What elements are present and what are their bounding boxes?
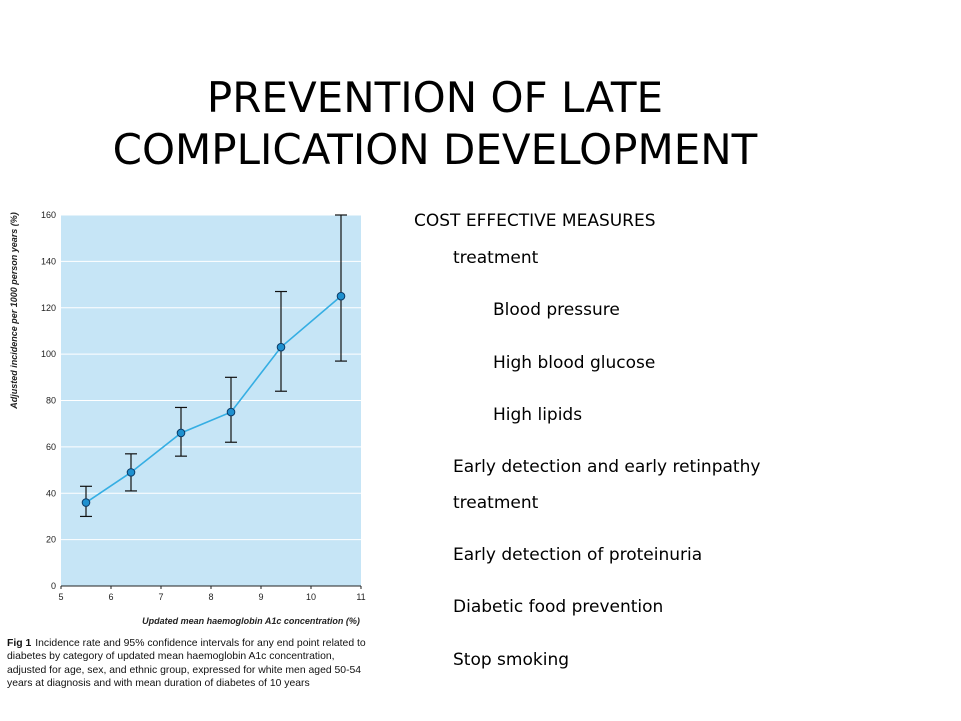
incidence-chart: 0 20 40 60 80 100 120 140 160 5 6 7 8 9 10 11 Updated me… <box>9 210 366 626</box>
data-point <box>336 291 346 301</box>
data-point <box>176 428 186 438</box>
y-tick-label: 120 <box>41 303 56 313</box>
x-tick-label: 10 <box>306 592 316 602</box>
bullet-blood-pressure: Blood pressure <box>493 300 620 320</box>
bullet-lipids: High lipids <box>493 405 583 425</box>
data-point <box>81 498 91 507</box>
y-tick-label: 100 <box>41 349 56 359</box>
x-tick-label: 5 <box>58 592 63 602</box>
y-tick-label: 60 <box>46 442 56 452</box>
bullet-food: Diabetic food prevention <box>453 597 664 617</box>
y-tick-label: 160 <box>41 210 56 220</box>
y-tick-label: 20 <box>46 535 56 545</box>
y-tick-label: 80 <box>46 396 56 406</box>
x-tick-label: 6 <box>108 592 113 602</box>
incidence-figure: 0 20 40 60 80 100 120 140 160 5 6 7 8 9 10 11 Updated me… <box>0 200 372 721</box>
y-tick-label: 0 <box>51 581 56 591</box>
y-axis-label: Adjusted incidence per 1000 person years… <box>9 212 19 410</box>
x-tick-label: 7 <box>158 592 163 602</box>
x-tick-label: 9 <box>258 592 263 602</box>
measures-heading: COST EFFECTIVE MEASURES <box>414 211 656 231</box>
figure-label: Fig 1 <box>7 638 32 649</box>
data-point <box>276 342 286 352</box>
x-tick-label: 8 <box>208 592 213 602</box>
figure-caption: Fig 1 Incidence rate and 95% confidence i… <box>7 637 367 691</box>
series-line <box>85 295 342 504</box>
title-line-2: COMPLICATION DEVELOPMENT <box>112 125 758 174</box>
bullet-retinopathy-continued: treatment <box>453 493 539 513</box>
y-tick-label: 40 <box>46 488 56 498</box>
data-point <box>126 468 136 477</box>
data-point <box>226 407 236 417</box>
bullet-smoking: Stop smoking <box>453 650 570 670</box>
bullet-retinopathy: Early detection and early retinpathy <box>453 457 761 477</box>
bullet-blood-glucose: High blood glucose <box>493 353 656 373</box>
x-axis-label: Updated mean haemoglobin A1c concentrati… <box>142 616 360 626</box>
title-line-1: PREVENTION OF LATE <box>206 73 664 122</box>
bullet-treatment: treatment <box>453 248 539 268</box>
slide-title: PREVENTION OF LATE COMPLICATION DEVELOPM… <box>0 72 870 176</box>
y-tick-label: 140 <box>41 256 56 266</box>
x-tick-label: 11 <box>356 592 365 602</box>
figure-caption-text: Incidence rate and 95% confidence interv… <box>7 638 366 690</box>
bullet-proteinuria: Early detection of proteinuria <box>453 545 703 565</box>
